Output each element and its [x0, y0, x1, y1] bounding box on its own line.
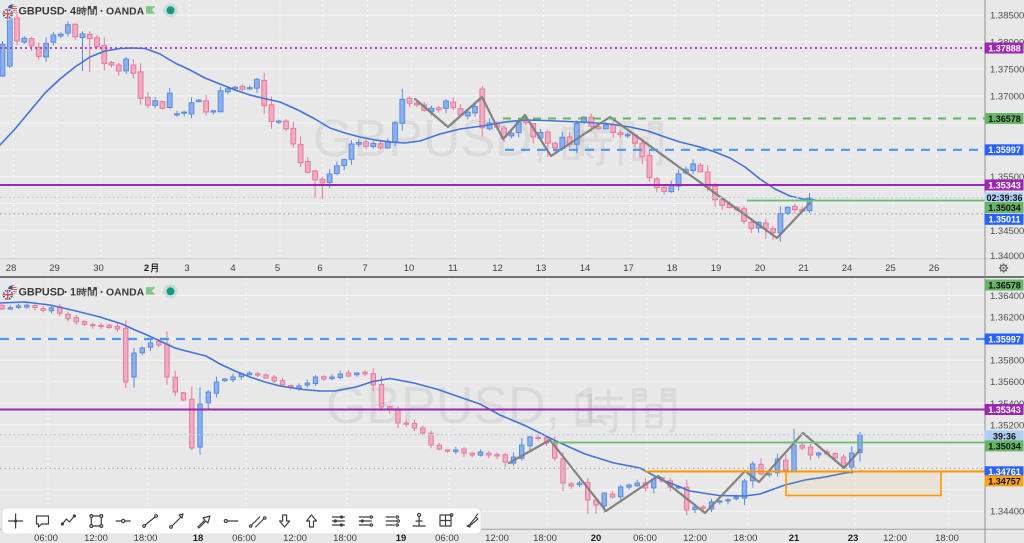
- svg-text:02:39:36: 02:39:36: [986, 193, 1022, 203]
- svg-text:1.35343: 1.35343: [988, 405, 1021, 415]
- svg-text:1.35997: 1.35997: [988, 145, 1021, 155]
- svg-text:39:36: 39:36: [993, 431, 1016, 441]
- svg-text:7: 7: [362, 263, 367, 274]
- svg-text:1.36578: 1.36578: [988, 114, 1021, 124]
- svg-text:19: 19: [396, 533, 407, 543]
- svg-text:20: 20: [591, 533, 602, 543]
- svg-text:1.34400: 1.34400: [990, 507, 1024, 518]
- svg-text:11: 11: [448, 263, 458, 274]
- svg-text:12:00: 12:00: [283, 533, 307, 543]
- svg-text:30: 30: [93, 263, 104, 274]
- svg-text:14: 14: [580, 263, 591, 274]
- svg-text:12:00: 12:00: [84, 533, 108, 543]
- svg-text:GBPUSD, 1: GBPUSD, 1: [326, 377, 603, 435]
- svg-text:18: 18: [667, 263, 678, 274]
- svg-text:GBPUSD: GBPUSD: [19, 286, 65, 298]
- svg-text:3: 3: [184, 263, 189, 274]
- svg-text:1.35800: 1.35800: [990, 356, 1024, 367]
- svg-text:2: 2: [144, 263, 149, 274]
- svg-text:4: 4: [70, 5, 76, 17]
- svg-text:13: 13: [536, 263, 547, 274]
- svg-text:1.36578: 1.36578: [988, 280, 1021, 290]
- svg-text:OANDA: OANDA: [106, 287, 145, 298]
- svg-text:06:00: 06:00: [232, 533, 256, 543]
- svg-text:26: 26: [929, 263, 940, 274]
- svg-text:29: 29: [49, 263, 60, 274]
- svg-text:06:00: 06:00: [34, 533, 58, 543]
- svg-text:1.35343: 1.35343: [988, 180, 1021, 190]
- svg-text:1.34761: 1.34761: [988, 467, 1021, 477]
- svg-text:23: 23: [848, 533, 859, 543]
- svg-text:1.37500: 1.37500: [990, 64, 1024, 75]
- svg-text:1.35034: 1.35034: [988, 441, 1021, 451]
- svg-text:1.34757: 1.34757: [988, 476, 1021, 486]
- svg-text:1: 1: [70, 286, 76, 298]
- svg-text:GBPUSD: GBPUSD: [19, 5, 65, 17]
- svg-text:1.35011: 1.35011: [988, 215, 1020, 225]
- svg-text:18:00: 18:00: [935, 533, 959, 543]
- svg-text:1.38500: 1.38500: [990, 11, 1024, 22]
- svg-text:12: 12: [492, 263, 503, 274]
- svg-text:25: 25: [885, 263, 896, 274]
- svg-text:12:00: 12:00: [883, 533, 907, 543]
- svg-text:1.35600: 1.35600: [990, 377, 1024, 388]
- svg-text:21: 21: [789, 533, 800, 543]
- svg-text:06:00: 06:00: [633, 533, 657, 543]
- svg-text:17: 17: [623, 263, 634, 274]
- svg-text:1.36200: 1.36200: [990, 313, 1024, 324]
- svg-text:21: 21: [798, 263, 809, 274]
- svg-text:5: 5: [275, 263, 280, 274]
- svg-text:18:00: 18:00: [134, 533, 158, 543]
- svg-text:GBPUSD, 4: GBPUSD, 4: [313, 110, 590, 168]
- svg-text:1.34500: 1.34500: [990, 226, 1024, 237]
- svg-text:1.34000: 1.34000: [990, 251, 1024, 262]
- svg-text:1.36400: 1.36400: [990, 291, 1024, 302]
- svg-text:06:00: 06:00: [435, 533, 459, 543]
- svg-text:18: 18: [193, 533, 204, 543]
- svg-text:1.35200: 1.35200: [990, 420, 1024, 431]
- svg-text:24: 24: [842, 263, 853, 274]
- svg-text:1.35997: 1.35997: [988, 334, 1021, 344]
- svg-text:12:00: 12:00: [683, 533, 707, 543]
- svg-text:18:00: 18:00: [533, 533, 557, 543]
- svg-text:OANDA: OANDA: [106, 6, 145, 17]
- svg-text:10: 10: [404, 263, 415, 274]
- svg-text:4: 4: [230, 263, 235, 274]
- svg-text:19: 19: [711, 263, 722, 274]
- svg-text:6: 6: [317, 263, 322, 274]
- svg-text:20: 20: [755, 263, 766, 274]
- svg-text:28: 28: [6, 263, 17, 274]
- svg-text:1.35500: 1.35500: [990, 172, 1024, 183]
- svg-text:12:00: 12:00: [485, 533, 509, 543]
- svg-text:1.37888: 1.37888: [988, 43, 1021, 53]
- svg-text:18:00: 18:00: [734, 533, 758, 543]
- svg-text:18:00: 18:00: [333, 533, 357, 543]
- svg-text:1.37000: 1.37000: [990, 91, 1024, 102]
- svg-text:1.35034: 1.35034: [988, 203, 1021, 213]
